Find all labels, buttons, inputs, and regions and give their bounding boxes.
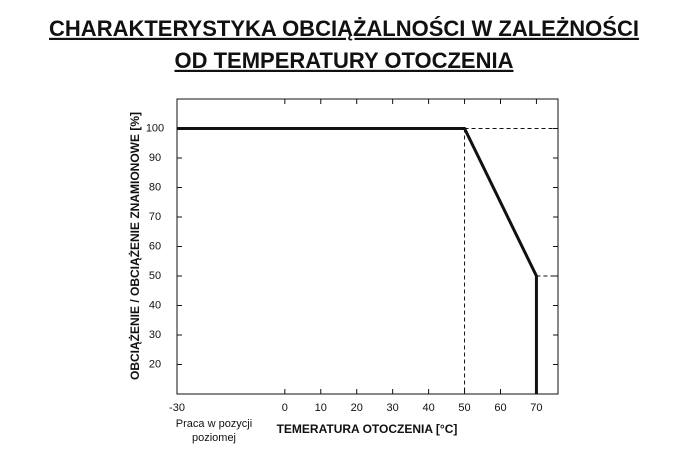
x-tick-label: 40 [422, 402, 434, 414]
x-tick-label: 30 [387, 402, 399, 414]
x-tick-label: 10 [315, 402, 327, 414]
x-tick-label: 20 [351, 402, 363, 414]
y-tick-label: 30 [149, 329, 161, 341]
annotation: poziomej [192, 432, 236, 444]
y-tick-label: 60 [149, 240, 161, 252]
y-tick-label: 70 [149, 211, 161, 223]
plot-frame [176, 98, 559, 395]
x-tick-label: 50 [458, 402, 470, 414]
y-axis-label: OBCIĄŻENIE / OBCIĄŻENIE ZNAMIONOWE [%] [127, 112, 142, 380]
annotation: Praca w pozycji [176, 418, 252, 430]
y-tick-label: 100 [146, 122, 164, 134]
x-tick-label: -30 [169, 402, 185, 414]
x-tick-label: 0 [282, 402, 288, 414]
y-tick-label: 80 [149, 181, 161, 193]
y-tick-label: 20 [149, 358, 161, 370]
line [177, 127, 538, 394]
x-tick-label: 60 [494, 402, 506, 414]
chart-title: CHARAKTERYSTYKA OBCIĄŻALNOŚCI W ZALEŻNOŚ… [49, 16, 639, 41]
x-axis-label: TEMERATURA OTOCZENIA [°C] [277, 422, 458, 436]
y-tick-label: 90 [149, 152, 161, 164]
y-tick-label: 50 [149, 270, 161, 282]
chart-title: OD TEMPERATURY OTOCZENIA [175, 48, 514, 73]
y-tick-label: 40 [149, 299, 161, 311]
x-tick-label: 70 [530, 402, 542, 414]
